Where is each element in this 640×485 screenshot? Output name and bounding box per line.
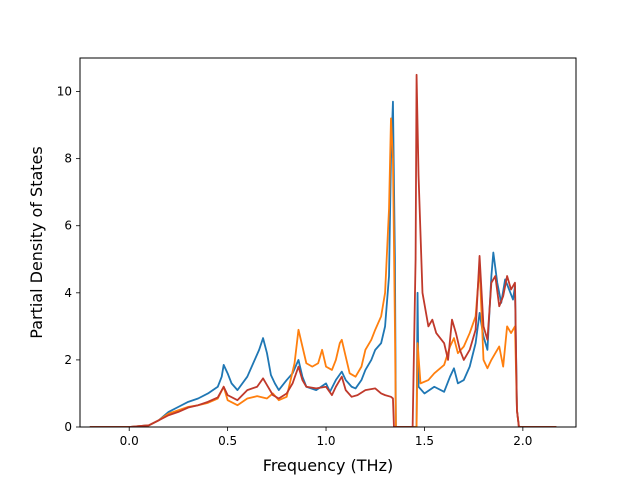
series-line-1 [89,100,557,427]
series-line-3 [89,73,557,427]
y-axis-label: Partial Density of States [27,146,46,338]
y-tick-label: 0 [64,420,72,434]
y-tick-label: 10 [57,85,72,99]
y-axis-ticks: 0 2 4 6 8 10 [57,85,80,434]
plot-frame [79,57,577,428]
series-layer [89,73,557,427]
y-tick-label: 4 [64,286,72,300]
x-tick-label: 1.5 [415,434,434,448]
y-tick-label: 6 [64,219,72,233]
y-tick-label: 8 [64,152,72,166]
x-tick-label: 2.0 [513,434,532,448]
x-axis-label: Frequency (THz) [263,456,393,475]
y-tick-label: 2 [64,353,72,367]
x-tick-label: 1.0 [316,434,335,448]
series-line-2 [89,117,557,427]
x-tick-label: 0.5 [218,434,237,448]
x-tick-label: 0.0 [120,434,139,448]
x-axis-ticks: 0.0 0.5 1.0 1.5 2.0 [120,427,532,448]
